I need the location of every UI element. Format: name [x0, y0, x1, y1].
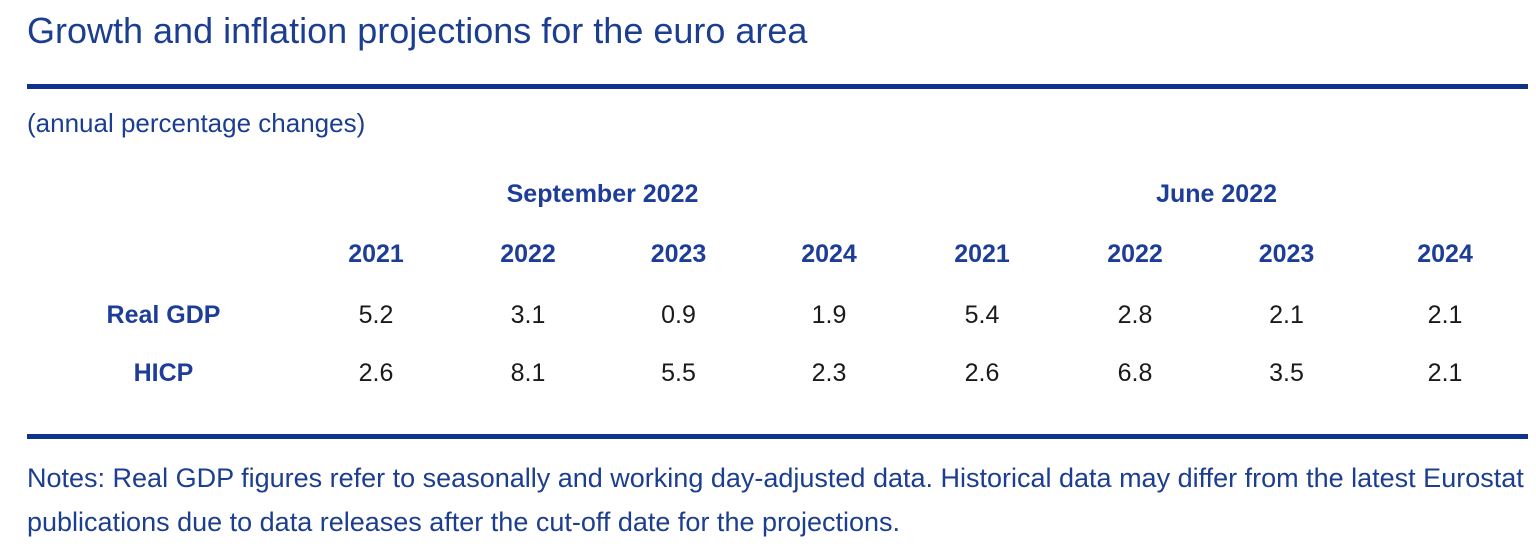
- value-cell: 8.1: [510, 358, 546, 387]
- year-header-row: 2021 2022 2023 2024 2021 2022 2023 2024: [27, 223, 1528, 286]
- table-row-hicp: HICP 2.6 8.1 5.5 2.3 2.6 6.8 3.5 2.1: [27, 344, 1528, 402]
- value-cell: 2.6: [358, 358, 394, 387]
- value-cell: 2.1: [1427, 358, 1463, 387]
- value-cell: 2.6: [964, 358, 1000, 387]
- group-header-row: September 2022 June 2022: [27, 165, 1528, 223]
- projections-table: September 2022 June 2022 2021 2022 2023 …: [27, 165, 1528, 402]
- stub-cell: [27, 223, 300, 286]
- group-header-september-2022: September 2022: [506, 179, 699, 208]
- top-rule: [27, 84, 1528, 89]
- bottom-rule: [27, 434, 1528, 439]
- year-header: 2022: [1107, 240, 1163, 268]
- units-subtitle: (annual percentage changes): [27, 108, 366, 138]
- row-label: Real GDP: [106, 300, 221, 329]
- row-label: HICP: [133, 358, 194, 387]
- value-cell: 5.5: [661, 358, 696, 387]
- value-cell: 3.5: [1269, 358, 1304, 387]
- year-header: 2021: [348, 240, 404, 268]
- value-cell: 5.4: [964, 300, 1000, 329]
- notes-text: Notes: Real GDP figures refer to seasona…: [27, 463, 1524, 537]
- group-header-june-2022: June 2022: [1156, 179, 1278, 208]
- value-cell: 2.1: [1269, 300, 1304, 329]
- table-row-real-gdp: Real GDP 5.2 3.1 0.9 1.9 5.4 2.8 2.1 2.1: [27, 286, 1528, 344]
- value-cell: 2.1: [1427, 300, 1463, 329]
- year-header: 2024: [801, 240, 857, 268]
- value-cell: 5.2: [358, 300, 394, 329]
- value-cell: 2.3: [811, 358, 847, 387]
- page-title: Growth and inflation projections for the…: [27, 10, 808, 51]
- value-cell: 3.1: [510, 300, 546, 329]
- year-header: 2023: [650, 240, 707, 268]
- year-header: 2023: [1258, 240, 1315, 268]
- value-cell: 0.9: [661, 300, 696, 329]
- year-header: 2022: [500, 240, 556, 268]
- value-cell: 2.8: [1117, 300, 1153, 329]
- year-header: 2021: [954, 240, 1010, 268]
- value-cell: 1.9: [811, 300, 847, 329]
- stub-cell: [27, 165, 300, 223]
- value-cell: 6.8: [1117, 358, 1153, 387]
- year-header: 2024: [1417, 240, 1473, 268]
